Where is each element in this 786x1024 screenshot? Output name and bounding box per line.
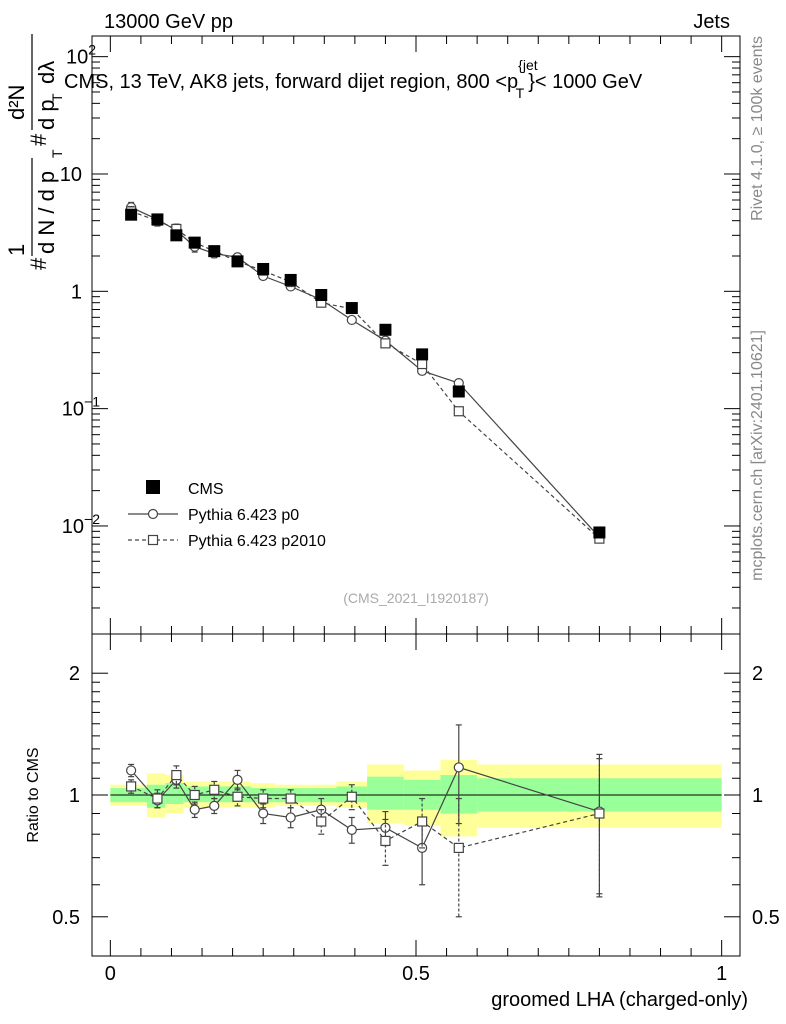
x-tick-label: 0.5: [402, 963, 430, 985]
data-point-cms: [151, 213, 164, 226]
data-point-cms: [231, 255, 244, 268]
ratio-y-tick-label-right: 1: [752, 785, 763, 807]
data-point-p2010: [232, 791, 243, 802]
legend-label-p2010: Pythia 6.423 p2010: [188, 533, 326, 550]
chart-title-sub: T: [516, 85, 525, 101]
main-y-label: # 1 d N / d p T # d²N d p T dλ: [4, 34, 65, 270]
y-label-num-1: 1: [4, 244, 29, 256]
main-x-ticks: [109, 36, 723, 634]
data-point-cms: [452, 385, 465, 398]
legend-marker-p2010: [147, 534, 159, 546]
ratio-y-tick-label-right: 0.5: [752, 907, 780, 929]
ratio-y-label: Ratio to CMS: [25, 747, 42, 842]
chart-title-suffix: }< 1000 GeV: [528, 71, 643, 93]
main-y-tick-label: 10: [60, 164, 82, 186]
series-line-p0: [130, 766, 600, 849]
y-label-d2N: d²N: [4, 85, 29, 120]
data-point-p2010: [171, 769, 182, 781]
data-point-p2010: [380, 835, 391, 847]
ratio-y-axis: 0.5 0.5 1 1 2 2: [52, 663, 780, 929]
legend: CMS Pythia 6.423 p0 Pythia 6.423 p2010: [128, 480, 326, 550]
y-label-hash-2: #: [26, 133, 51, 146]
data-point-p2010: [258, 793, 269, 804]
data-point-p2010: [453, 406, 464, 417]
y-label-dpt-sub: T: [49, 93, 65, 102]
data-point-cms: [188, 236, 201, 249]
side-text-rivet: Rivet 4.1.0, ≥ 100k events: [749, 36, 766, 221]
data-point-p0: [189, 804, 200, 815]
data-point-p2010: [594, 808, 605, 819]
x-axis-label: groomed LHA (charged-only): [491, 989, 748, 1011]
legend-label-cms: CMS: [188, 481, 224, 498]
data-point-p0: [346, 824, 357, 835]
y-label-dlambda: dλ: [34, 61, 59, 84]
side-text-mcplots: mcplots.cern.ch [arXiv:2401.10621]: [749, 330, 766, 581]
uncertainty-band-inner: [367, 776, 404, 810]
chart-title-prefix: CMS, 13 TeV, AK8 jets, forward dijet reg…: [64, 71, 518, 93]
x-tick-label: 1: [716, 963, 727, 985]
data-point-cms: [345, 302, 358, 315]
header-right: Jets: [693, 11, 730, 33]
data-point-p0: [209, 800, 220, 811]
legend-marker-cms: [146, 480, 160, 494]
legend-label-p0: Pythia 6.423 p0: [188, 507, 299, 524]
main-y-tick-label: 10−2: [62, 511, 100, 538]
chart-title-sup: {jet: [518, 57, 538, 73]
data-point-p2010: [189, 789, 200, 801]
y-label-dpt: d p: [34, 99, 59, 130]
data-point-cms: [284, 273, 297, 286]
main-y-axis: 10−2 10−1 1 10 102: [60, 42, 740, 609]
data-point-p2010: [209, 784, 220, 795]
data-point-p2010: [346, 791, 357, 802]
data-point-p2010: [316, 816, 327, 827]
data-point-p0: [453, 762, 464, 773]
header-left: 13000 GeV pp: [104, 11, 233, 33]
data-point-p0: [346, 314, 357, 326]
analysis-tag: (CMS_2021_I1920187): [343, 590, 489, 606]
data-point-p2010: [417, 816, 428, 827]
data-point-p0: [258, 808, 269, 819]
data-point-p2010: [152, 793, 163, 804]
data-point-p2010: [417, 358, 428, 370]
data-point-p0: [232, 774, 243, 785]
main-y-tick-label: 10−1: [62, 394, 100, 421]
x-tick-label: 0: [105, 963, 116, 985]
chart-title: CMS, 13 TeV, AK8 jets, forward dijet reg…: [64, 57, 643, 101]
data-point-p2010: [453, 842, 464, 854]
data-point-cms: [208, 245, 221, 258]
data-point-p0: [126, 765, 137, 776]
data-point-p0: [285, 812, 296, 823]
data-point-p2010: [126, 781, 137, 792]
ratio-y-tick-label-left: 2: [69, 663, 80, 685]
data-point-cms: [125, 208, 138, 221]
data-point-cms: [379, 323, 392, 336]
ratio-y-tick-label-left: 1: [69, 785, 80, 807]
main-series-layer: [125, 201, 606, 544]
data-point-cms: [416, 348, 429, 361]
data-point-cms: [170, 229, 183, 242]
ratio-y-tick-label-right: 2: [752, 663, 763, 685]
y-label-den-1-sub: T: [49, 149, 65, 158]
data-point-cms: [257, 262, 270, 275]
data-point-p2010: [380, 338, 391, 349]
data-point-cms: [315, 289, 328, 302]
y-label-den-1: d N / d p: [34, 171, 59, 254]
data-point-cms: [593, 526, 606, 539]
y-label-hash-1: #: [26, 257, 51, 270]
main-y-tick-label: 1: [71, 281, 82, 303]
legend-marker-p0: [147, 508, 159, 520]
ratio-x-axis: 0 0.5 1: [105, 634, 727, 985]
ratio-y-tick-label-left: 0.5: [52, 907, 80, 929]
main-y-tick-label: 102: [66, 42, 96, 69]
data-point-p2010: [285, 793, 296, 804]
ratio-series-layer: [126, 724, 605, 918]
